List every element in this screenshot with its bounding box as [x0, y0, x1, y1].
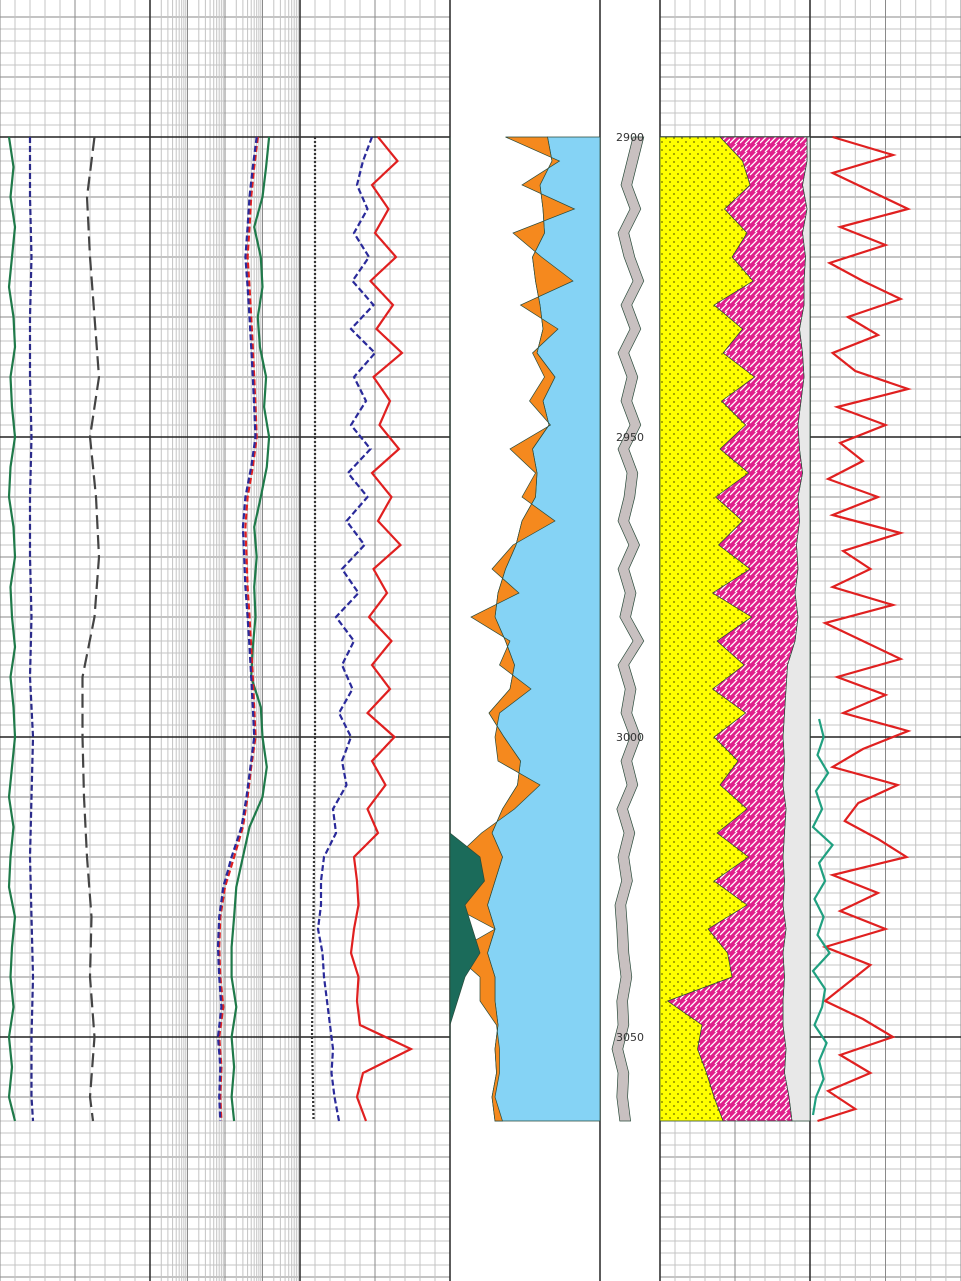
track2-curve-1 [218, 136, 259, 1122]
depth-label-2950: 2950 [616, 431, 644, 444]
track1-curve-0 [7, 136, 17, 1122]
track1-curve-1 [28, 137, 35, 1122]
track3-curve-0 [349, 136, 414, 1122]
depth-labels: 2900 2950 3000 3050 [616, 131, 644, 1044]
track2-curve-0 [230, 136, 271, 1122]
track5-area-grey [611, 136, 645, 1122]
track7-curve-0 [817, 135, 912, 1123]
track3-curve-2 [310, 137, 317, 1122]
track1-curve-2 [81, 136, 101, 1122]
depth-label-3000: 3000 [616, 731, 644, 744]
track6-area-yellow [659, 136, 756, 1122]
track7-curve-1 [811, 718, 835, 1116]
track4-area-dark [449, 137, 485, 1121]
track2-curve-2 [216, 136, 258, 1122]
depth-label-3050: 3050 [616, 1031, 644, 1044]
depth-label-2900: 2900 [616, 131, 644, 144]
track3-curve-1 [316, 136, 377, 1122]
data-layer [7, 135, 912, 1123]
